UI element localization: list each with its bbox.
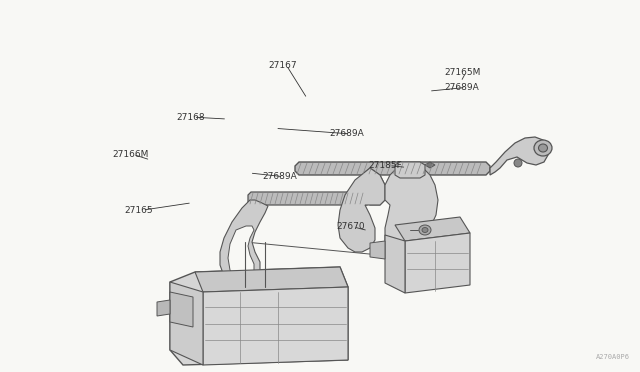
Polygon shape [425, 162, 435, 168]
Polygon shape [395, 162, 425, 178]
Polygon shape [203, 287, 348, 365]
Text: 27689A: 27689A [262, 172, 297, 181]
Polygon shape [338, 168, 385, 252]
Polygon shape [490, 137, 548, 175]
Polygon shape [170, 292, 193, 327]
Polygon shape [220, 200, 268, 288]
Polygon shape [385, 170, 438, 256]
Ellipse shape [419, 225, 431, 235]
Polygon shape [385, 235, 405, 293]
Polygon shape [405, 233, 470, 293]
Polygon shape [170, 267, 348, 365]
Text: A270A0P6: A270A0P6 [596, 354, 630, 360]
Text: 27167: 27167 [269, 61, 298, 70]
Text: 27168: 27168 [176, 113, 205, 122]
Text: 27165M: 27165M [445, 68, 481, 77]
Polygon shape [355, 168, 385, 205]
Ellipse shape [538, 144, 547, 152]
Polygon shape [385, 237, 395, 243]
Polygon shape [157, 300, 170, 316]
Ellipse shape [534, 140, 552, 156]
Polygon shape [295, 162, 490, 175]
Text: 27689A: 27689A [445, 83, 479, 92]
Polygon shape [370, 241, 385, 259]
Text: 27185F: 27185F [368, 161, 402, 170]
Ellipse shape [514, 159, 522, 167]
Text: 27670: 27670 [336, 222, 365, 231]
Polygon shape [248, 192, 370, 205]
Polygon shape [228, 226, 254, 282]
Polygon shape [195, 267, 348, 292]
Text: 27165: 27165 [125, 206, 154, 215]
Polygon shape [170, 282, 203, 365]
Polygon shape [395, 217, 470, 241]
Text: 27166M: 27166M [112, 150, 148, 159]
Text: 27689A: 27689A [330, 129, 364, 138]
Ellipse shape [422, 228, 428, 232]
